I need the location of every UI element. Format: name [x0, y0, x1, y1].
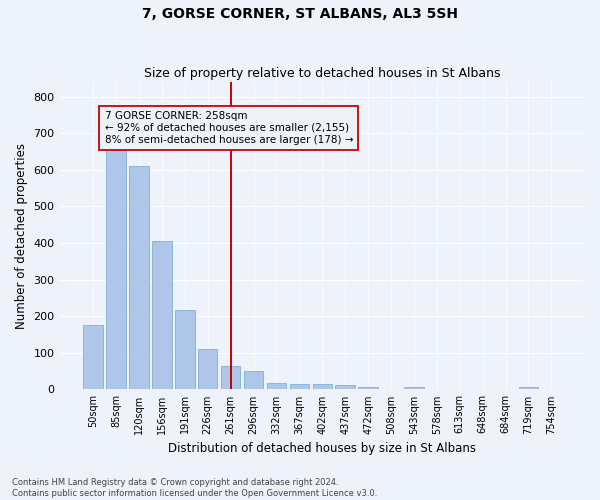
Bar	[152, 241, 172, 390]
Text: 7, GORSE CORNER, ST ALBANS, AL3 5SH: 7, GORSE CORNER, ST ALBANS, AL3 5SH	[142, 8, 458, 22]
Bar	[106, 148, 126, 390]
Bar	[290, 384, 309, 390]
Bar	[175, 310, 194, 390]
Bar	[221, 366, 241, 390]
Bar	[519, 386, 538, 390]
Text: 7 GORSE CORNER: 258sqm
← 92% of detached houses are smaller (2,155)
8% of semi-d: 7 GORSE CORNER: 258sqm ← 92% of detached…	[104, 112, 353, 144]
Bar	[358, 386, 378, 390]
Bar	[198, 349, 217, 390]
Bar	[313, 384, 332, 390]
Bar	[404, 386, 424, 390]
Bar	[244, 371, 263, 390]
Bar	[129, 166, 149, 390]
Bar	[267, 383, 286, 390]
Bar	[335, 385, 355, 390]
Title: Size of property relative to detached houses in St Albans: Size of property relative to detached ho…	[144, 66, 500, 80]
X-axis label: Distribution of detached houses by size in St Albans: Distribution of detached houses by size …	[168, 442, 476, 455]
Y-axis label: Number of detached properties: Number of detached properties	[15, 142, 28, 328]
Text: Contains HM Land Registry data © Crown copyright and database right 2024.
Contai: Contains HM Land Registry data © Crown c…	[12, 478, 377, 498]
Bar	[83, 326, 103, 390]
